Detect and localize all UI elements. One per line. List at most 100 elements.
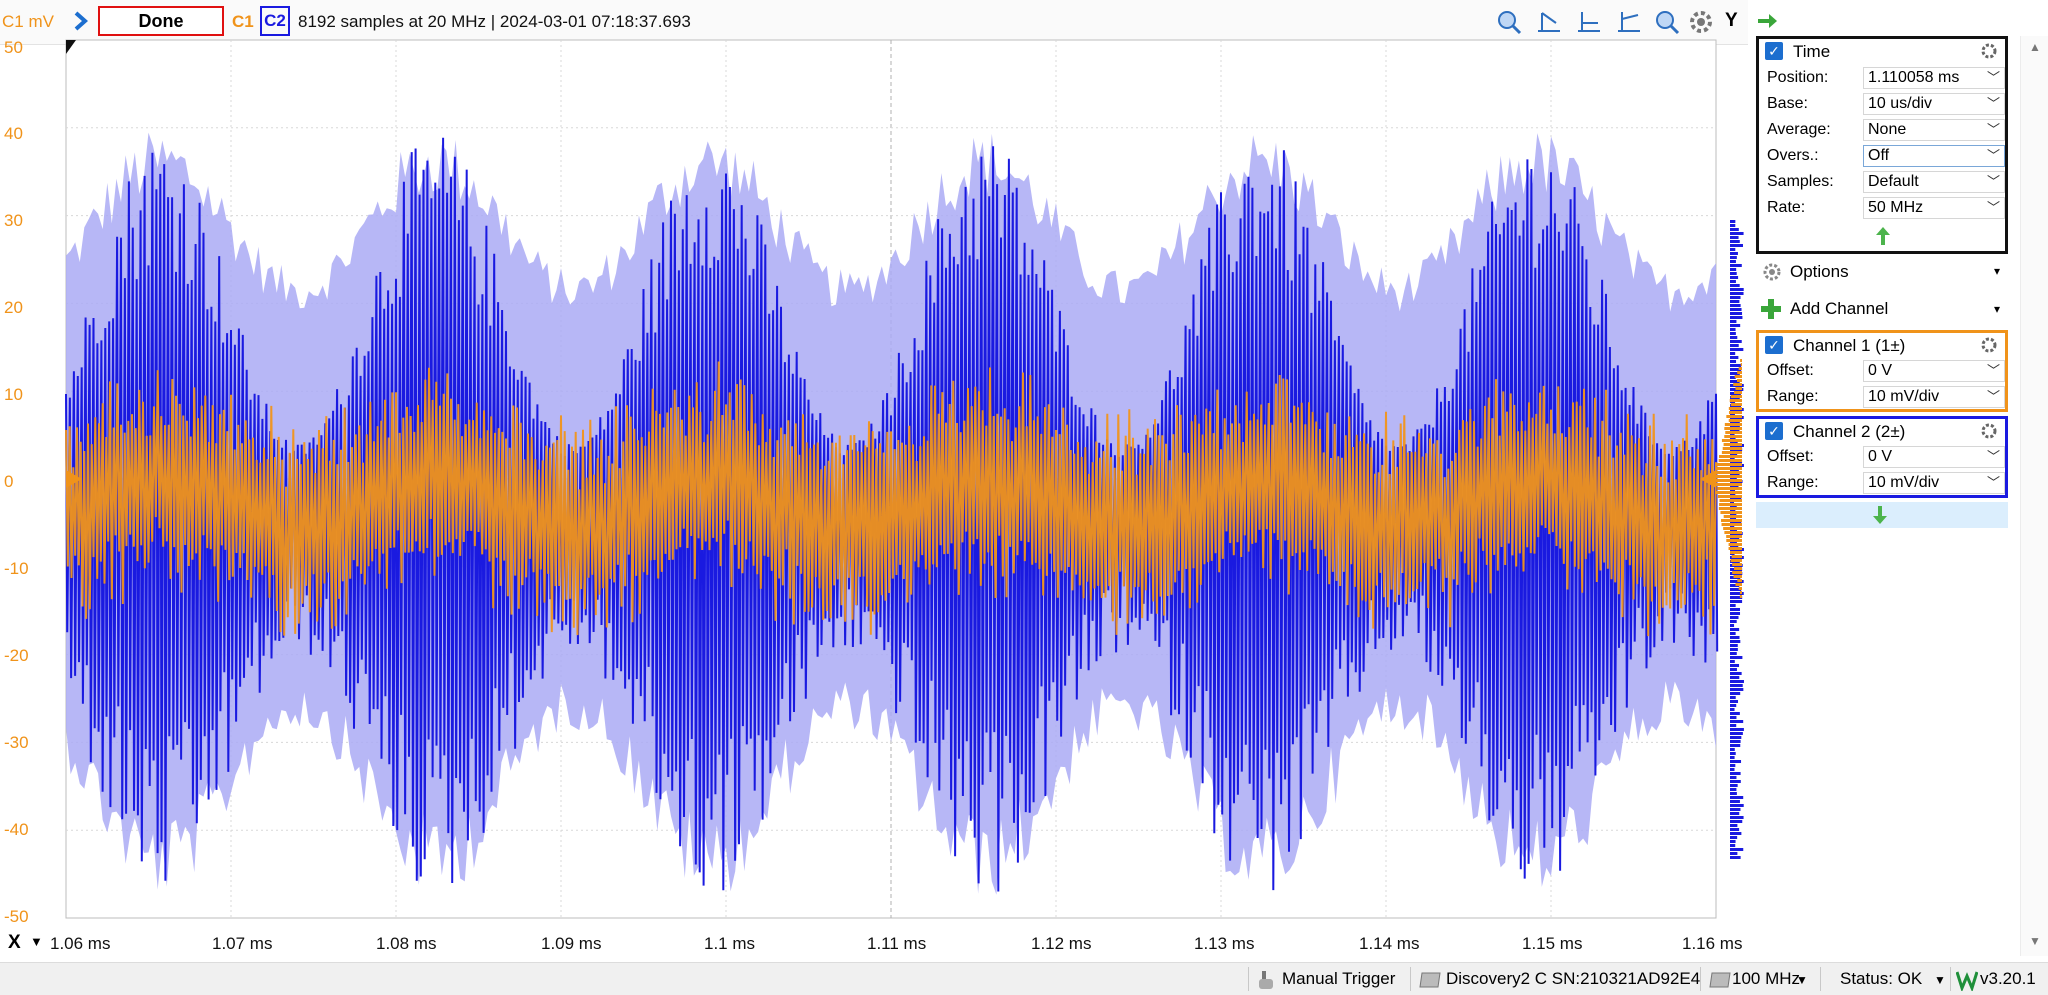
c2-histogram-bar: [1730, 672, 1742, 675]
time-enable-checkbox[interactable]: ✓: [1765, 42, 1783, 60]
c2-histogram-bar: [1730, 808, 1741, 811]
time-base-select[interactable]: 10 us/div ﹀: [1863, 93, 2005, 115]
c2-histogram-bar: [1730, 320, 1737, 323]
scroll-down-icon[interactable]: ▼: [2029, 934, 2041, 948]
channel-2-range-select[interactable]: 10 mV/div ﹀: [1863, 472, 2005, 494]
c2-histogram-bar: [1730, 820, 1743, 823]
options-row[interactable]: Options ▾: [1756, 258, 2008, 288]
c2-histogram-bar: [1730, 260, 1736, 263]
settings-gear-icon[interactable]: [1688, 9, 1714, 35]
c2-histogram-bar: [1730, 840, 1736, 843]
x-tick-label: 1.08 ms: [376, 934, 437, 953]
waveform-canvas[interactable]: [0, 36, 1748, 930]
vertical-scrollbar[interactable]: ▲ ▼: [2020, 36, 2048, 956]
channel-1-gear-icon[interactable]: [1979, 335, 1999, 355]
c2-histogram-bar: [1730, 712, 1740, 715]
c1-histogram-bar: [1724, 435, 1742, 438]
plus-icon: [1761, 299, 1781, 319]
manual-trigger-button[interactable]: Manual Trigger: [1282, 969, 1396, 988]
c1-histogram-bar: [1713, 483, 1742, 486]
c1-trace: [65, 361, 1717, 637]
expand-down-row[interactable]: [1756, 502, 2008, 528]
zoom-in-icon[interactable]: [1654, 9, 1680, 35]
c2-histogram-bar: [1730, 684, 1743, 687]
c1-histogram-bar: [1730, 395, 1742, 398]
x-axis-button[interactable]: X ▼: [0, 930, 48, 958]
channel-1-offset-field[interactable]: 0 V ﹀: [1863, 360, 2005, 382]
c2-histogram-bar: [1730, 736, 1742, 739]
c2-histogram-bar: [1730, 772, 1741, 775]
channel-1-checkbox[interactable]: ✓: [1765, 336, 1783, 354]
cursor-y-icon[interactable]: [1616, 9, 1642, 35]
time-rate-select[interactable]: 50 MHz ﹀: [1863, 197, 2005, 219]
c2-histogram-bar: [1730, 824, 1738, 827]
add-channel-button[interactable]: Add Channel ▾: [1756, 294, 2008, 326]
chevron-down-icon: ﹀: [1986, 475, 2000, 490]
c2-histogram-bar: [1730, 724, 1737, 727]
y-tick-label: 30: [4, 211, 23, 230]
c1-histogram-bar: [1728, 407, 1742, 410]
clock-select[interactable]: 100 MHz: [1732, 969, 1801, 988]
channel-2-tab[interactable]: C2: [260, 6, 290, 36]
c1-histogram-bar: [1715, 479, 1742, 482]
c1-histogram-bar: [1724, 531, 1742, 534]
c2-histogram-bar: [1730, 256, 1737, 259]
time-samples-select[interactable]: Default ﹀: [1863, 171, 2005, 193]
top-toolbar: C1 mV Done C1 C2 8192 samples at 20 MHz …: [0, 0, 1777, 45]
c2-histogram-bar: [1730, 776, 1737, 779]
cursor-x-icon[interactable]: [1576, 9, 1602, 35]
c1-histogram-bar: [1723, 443, 1742, 446]
status-bar: Manual Trigger Discovery2 C SN:210321AD9…: [0, 962, 2048, 995]
zoom-fit-icon[interactable]: [1496, 9, 1522, 35]
c1-histogram-bar: [1719, 503, 1742, 506]
scroll-up-icon[interactable]: ▲: [2029, 40, 2041, 54]
device-info[interactable]: Discovery2 C SN:210321AD92E4: [1446, 969, 1701, 988]
separator: [1410, 967, 1411, 991]
time-position-field[interactable]: 1.110058 ms ﹀: [1863, 67, 2005, 89]
c2-histogram-bar: [1730, 796, 1744, 799]
channel-1-range-select[interactable]: 10 mV/div ﹀: [1863, 386, 2005, 408]
c2-histogram-bar: [1730, 760, 1742, 763]
y-tick-label: 20: [4, 298, 23, 317]
channel-2-offset-field[interactable]: 0 V ﹀: [1863, 446, 2005, 468]
c2-histogram-bar: [1730, 644, 1738, 647]
c2-histogram-bar: [1730, 608, 1740, 611]
x-tick-label: 1.16 ms: [1682, 934, 1743, 953]
c2-histogram-bar: [1730, 276, 1739, 279]
pointer-tool-icon[interactable]: [1536, 9, 1562, 35]
x-tick-label: 1.14 ms: [1359, 934, 1420, 953]
oscilloscope-plot[interactable]: [0, 36, 1748, 930]
c2-histogram-bar: [1730, 584, 1740, 587]
chevron-down-icon[interactable]: ▼: [1934, 973, 1946, 987]
version-label: v3.20.1: [1980, 969, 2036, 988]
time-overs-select[interactable]: Off ﹀: [1863, 145, 2005, 167]
chevron-down-icon[interactable]: ▼: [1796, 973, 1808, 987]
time-average-select[interactable]: None ﹀: [1863, 119, 2005, 141]
x-tick-label: 1.09 ms: [541, 934, 602, 953]
c2-histogram-bar: [1730, 636, 1740, 639]
channel-1-tab[interactable]: C1: [232, 12, 254, 31]
c2-histogram-bar: [1730, 252, 1738, 255]
c2-histogram-bar: [1730, 740, 1741, 743]
channel-2-gear-icon[interactable]: [1979, 421, 1999, 441]
dropdown-arrow-icon[interactable]: ▼: [30, 934, 43, 949]
y-axis-button[interactable]: Y: [1725, 10, 1738, 31]
green-arrow-icon[interactable]: [1756, 12, 1778, 30]
device-status[interactable]: Status: OK: [1840, 969, 1923, 988]
channel-1-range-value: 10 mV/div: [1868, 388, 1940, 405]
c2-histogram-bar: [1730, 236, 1739, 239]
time-overs-label: Overs.:: [1767, 147, 1819, 164]
c2-histogram-bar: [1730, 248, 1736, 251]
channel-2-checkbox[interactable]: ✓: [1765, 422, 1783, 440]
c2-histogram-bar: [1730, 816, 1744, 819]
c1-histogram-bar: [1717, 487, 1742, 490]
time-gear-icon[interactable]: [1979, 41, 1999, 61]
c2-histogram-bar: [1730, 836, 1738, 839]
c2-histogram-bar: [1730, 812, 1740, 815]
y-tick-label: -30: [4, 733, 29, 752]
collapse-up-icon[interactable]: [1875, 225, 1891, 247]
c1-histogram-bar: [1733, 575, 1742, 578]
chevron-down-icon: ﹀: [1986, 174, 2000, 189]
run-arrow-icon[interactable]: [72, 10, 88, 32]
c2-histogram-bar: [1730, 312, 1743, 315]
